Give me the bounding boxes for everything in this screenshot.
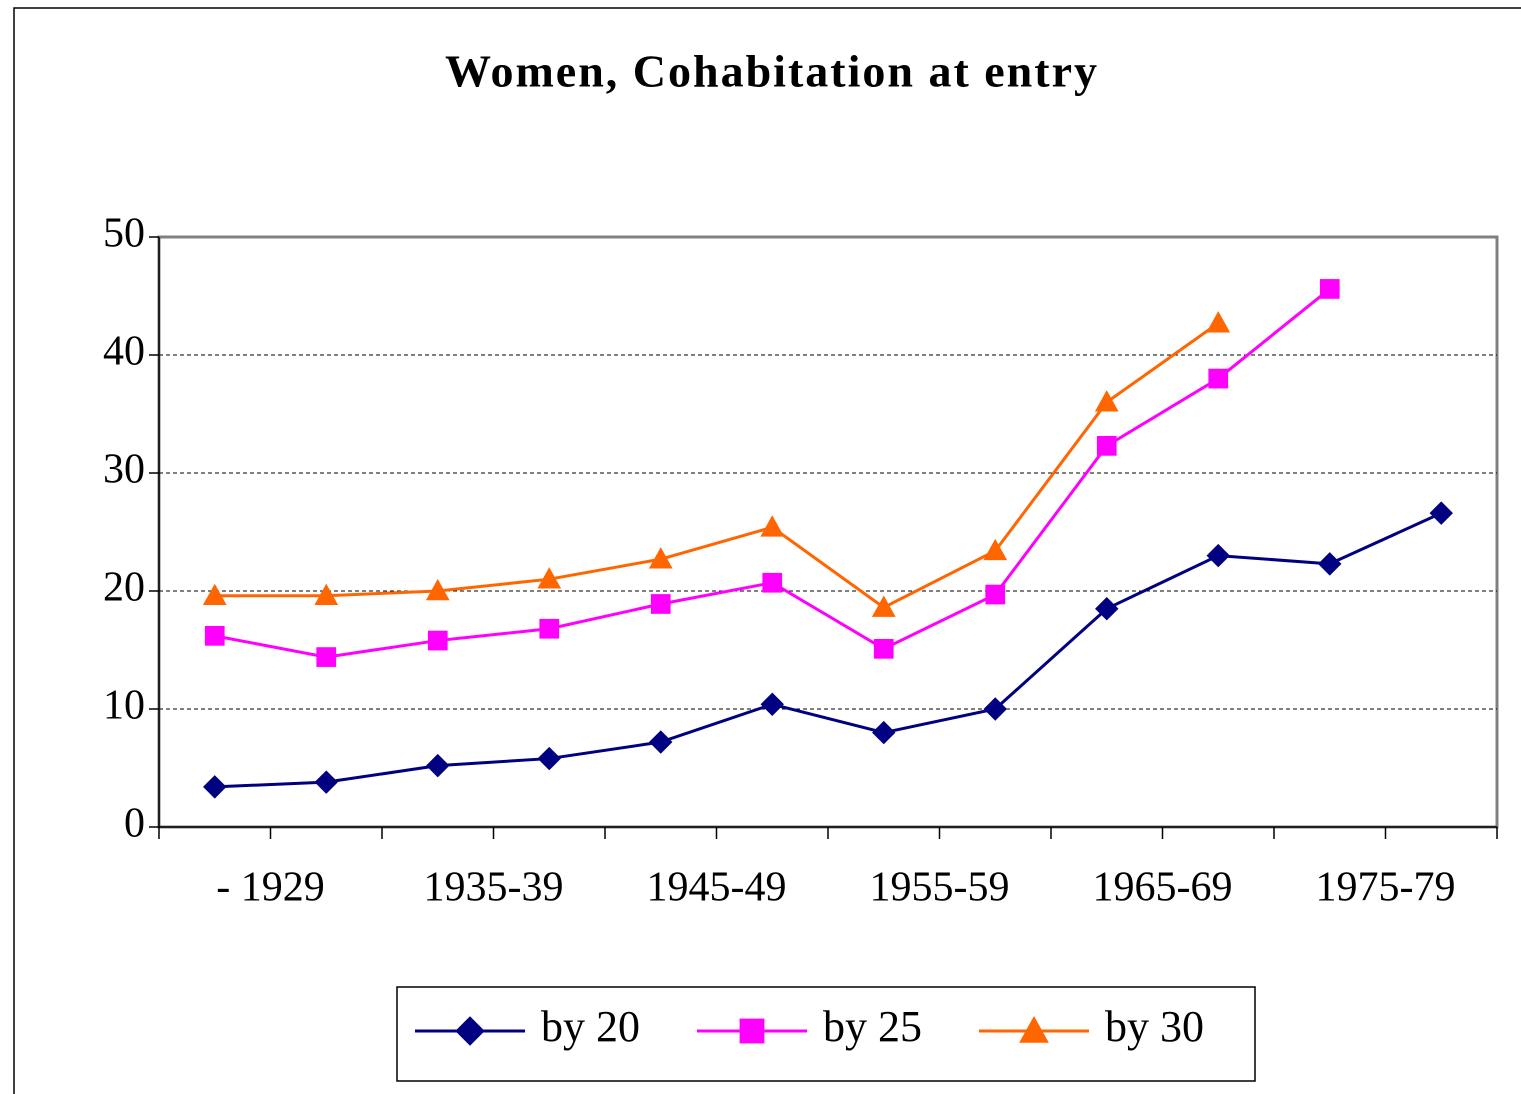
marker — [316, 647, 337, 667]
legend-label: by 20 — [541, 1002, 640, 1051]
marker — [760, 692, 784, 716]
marker — [871, 595, 896, 617]
series-line — [214, 321, 1220, 610]
y-tick-label: 20 — [103, 565, 145, 611]
series-line — [214, 511, 1442, 789]
legend-box — [396, 986, 1256, 1082]
marker — [760, 515, 785, 537]
marker — [1206, 543, 1230, 568]
marker — [872, 720, 896, 745]
marker — [873, 638, 894, 659]
marker — [650, 594, 671, 614]
marker — [1095, 596, 1119, 621]
x-tick-label: 1945-49 — [647, 865, 787, 911]
marker — [202, 583, 227, 606]
marker — [983, 697, 1007, 721]
marker — [204, 625, 225, 646]
marker — [1318, 552, 1342, 576]
marker — [983, 538, 1008, 561]
marker — [1096, 436, 1117, 456]
y-tick-label: 40 — [103, 329, 145, 375]
marker — [314, 583, 339, 606]
marker — [762, 572, 783, 593]
legend-marker — [739, 1018, 765, 1044]
legend-marker — [1019, 1015, 1049, 1043]
x-tick-label: 1975-79 — [1316, 865, 1456, 911]
marker — [985, 584, 1006, 605]
marker — [1208, 368, 1229, 389]
marker — [1094, 390, 1119, 412]
marker — [425, 578, 450, 601]
x-tick-label: 1965-69 — [1093, 865, 1233, 911]
marker — [1319, 279, 1340, 299]
marker — [648, 547, 673, 569]
marker — [314, 770, 338, 794]
marker — [649, 730, 673, 754]
marker — [203, 775, 227, 799]
chart-title: Women, Cohabitation at entry — [445, 46, 1099, 97]
y-tick-label: 50 — [103, 211, 145, 257]
x-tick-label: 1935-39 — [424, 865, 564, 911]
marker — [537, 567, 562, 589]
legend-label: by 25 — [823, 1002, 922, 1051]
y-tick-label: 30 — [103, 447, 145, 493]
marker — [1429, 501, 1453, 525]
legend-marker — [455, 1016, 485, 1046]
plot-area — [157, 235, 1499, 829]
y-tick-label: 0 — [124, 801, 145, 847]
marker — [539, 618, 560, 639]
y-tick-label: 10 — [103, 683, 145, 729]
marker — [1206, 311, 1231, 333]
marker — [537, 746, 561, 771]
legend-label: by 30 — [1105, 1002, 1204, 1051]
x-tick-label: - 1929 — [216, 865, 325, 911]
x-tick-label: 1955-59 — [870, 865, 1010, 911]
marker — [426, 753, 450, 778]
marker — [427, 630, 448, 651]
